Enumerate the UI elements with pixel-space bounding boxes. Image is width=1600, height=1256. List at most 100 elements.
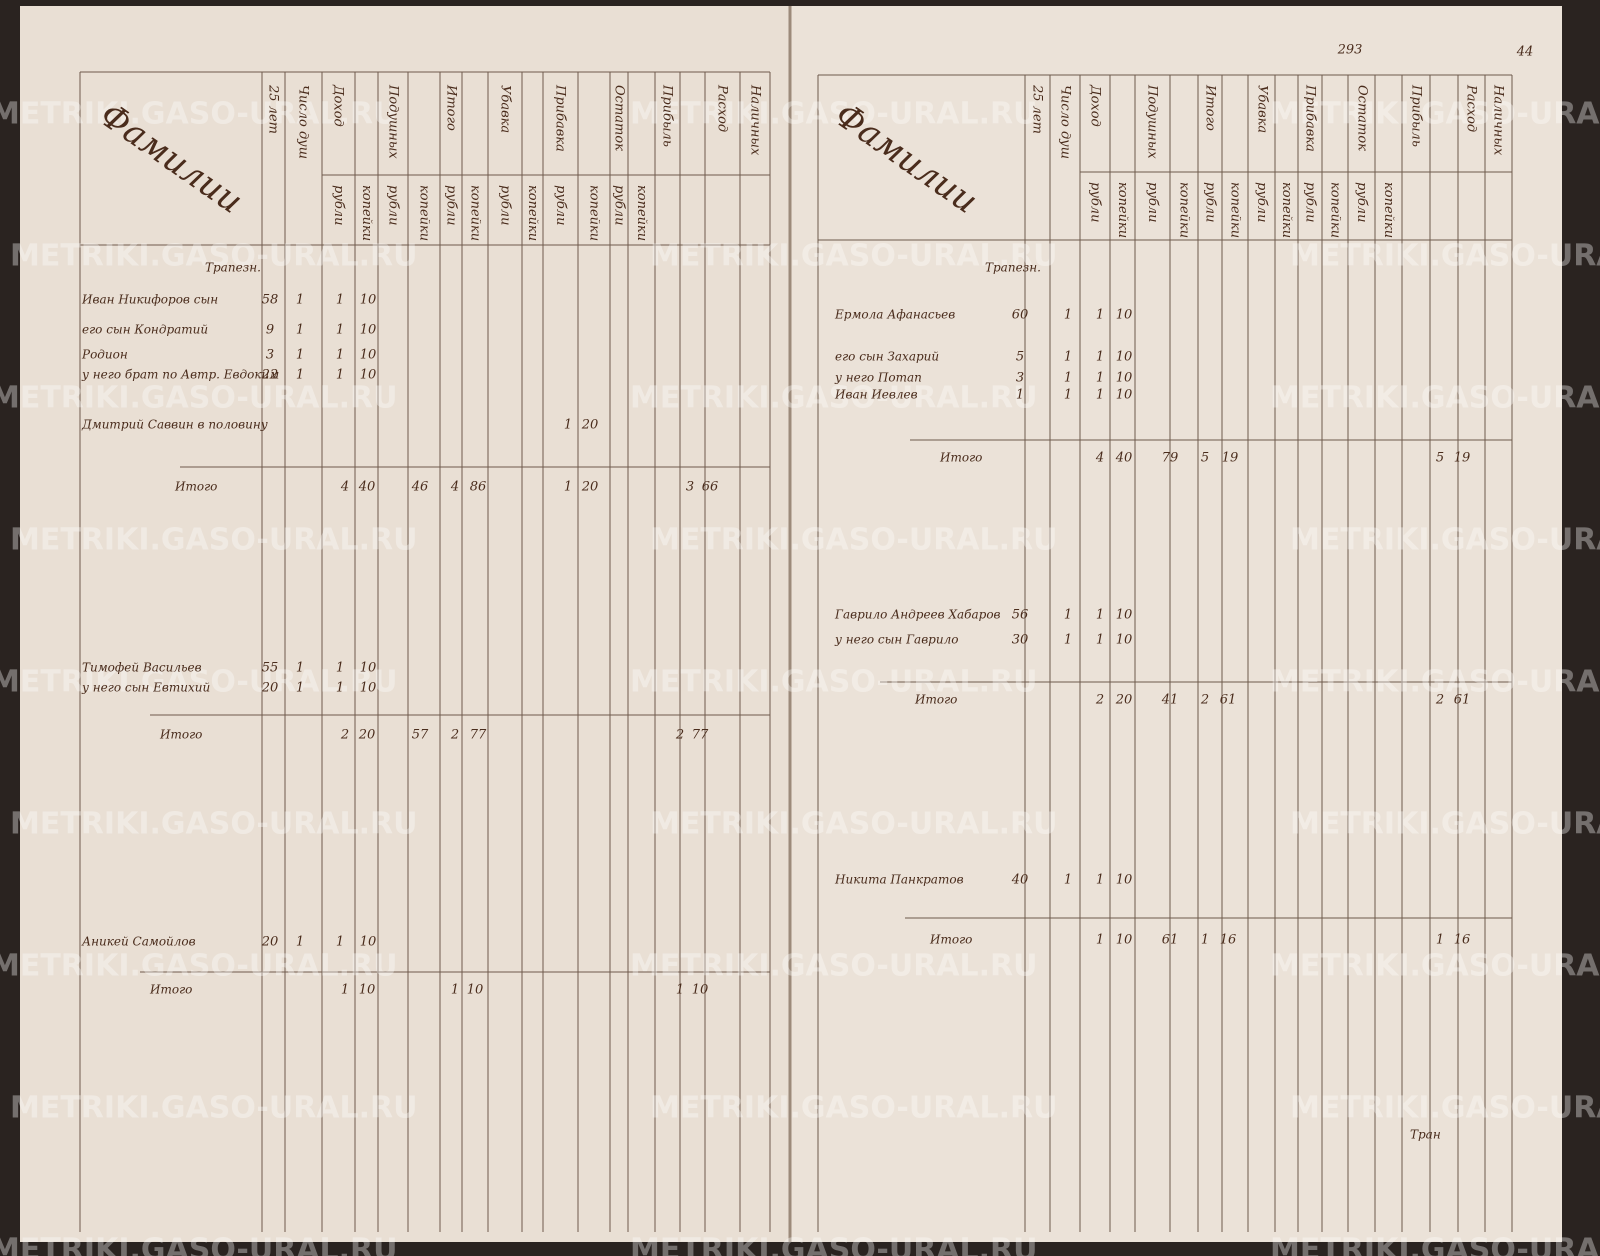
entry-name: Иван Иевлев	[834, 388, 918, 402]
column-header: Прибыль	[1409, 84, 1424, 147]
watermark: METRIKI.GASO-URAL.RU	[10, 239, 418, 274]
total-cell: 10	[359, 983, 376, 998]
entry-cell: 1	[336, 368, 344, 383]
group-label: Трапезн.	[205, 261, 261, 275]
watermark: METRIKI.GASO-URAL.RU	[1270, 665, 1600, 700]
entry-cell: 58	[262, 293, 279, 308]
entry-name: его сын Кондратий	[82, 323, 208, 337]
entry-name: Дмитрий Саввин в половину	[81, 418, 268, 432]
entry-cell: 9	[266, 323, 274, 338]
entry-cell: 1	[296, 323, 304, 338]
column-header: Подушных	[1145, 84, 1160, 159]
total-cell: 1	[341, 983, 349, 998]
total-cell: 16	[1454, 933, 1471, 948]
total-cell: 10	[467, 983, 484, 998]
watermark: METRIKI.GASO-URAL.RU	[650, 1091, 1058, 1126]
entry-name: Тимофей Васильев	[82, 661, 202, 675]
total-cell: 61	[1454, 693, 1471, 708]
entry-cell: 10	[360, 661, 377, 676]
entry-cell: 1	[296, 348, 304, 363]
column-header: Остаток	[612, 85, 627, 151]
column-header: Доход	[331, 84, 346, 127]
total-cell: 2	[1095, 693, 1104, 708]
total-cell: 20	[1115, 693, 1133, 708]
column-header: Число душ	[296, 85, 311, 159]
column-header: Прибыль	[660, 84, 675, 147]
entry-name: Аникей Самойлов	[81, 935, 196, 949]
total-cell: 3	[686, 480, 694, 495]
entry-cell: 1	[1016, 388, 1024, 403]
entry-cell: 1	[1064, 873, 1072, 888]
total-cell: 10	[1116, 933, 1133, 948]
total-cell: 40	[1115, 451, 1133, 466]
total-cell: 2	[1435, 693, 1444, 708]
entry-cell: 1	[296, 661, 304, 676]
total-label: Итого	[929, 933, 972, 947]
entry-cell: 1	[1064, 371, 1072, 386]
watermark: METRIKI.GASO-URAL.RU	[1290, 807, 1600, 842]
watermark: METRIKI.GASO-URAL.RU	[1270, 1233, 1600, 1256]
page-number: 293	[1337, 43, 1363, 58]
column-header: Число душ	[1058, 85, 1073, 159]
watermark: METRIKI.GASO-URAL.RU	[630, 665, 1038, 700]
column-header: Расход	[715, 84, 730, 132]
entry-cell: 1	[1064, 608, 1072, 623]
watermark: METRIKI.GASO-URAL.RU	[0, 949, 398, 984]
watermark: METRIKI.GASO-URAL.RU	[630, 949, 1038, 984]
watermark: METRIKI.GASO-URAL.RU	[1270, 97, 1600, 132]
entry-name: Ермола Афанасьев	[834, 308, 955, 322]
column-header: 25 лет	[1030, 84, 1045, 134]
entry-cell: 1	[1064, 388, 1072, 403]
total-cell: 66	[702, 480, 719, 495]
column-header: Расход	[1464, 84, 1479, 132]
total-cell: 4	[1095, 451, 1104, 466]
total-cell: 2	[675, 728, 684, 743]
total-label: Итого	[939, 451, 982, 465]
watermark: METRIKI.GASO-URAL.RU	[1290, 239, 1600, 274]
entry-cell: 3	[266, 348, 274, 363]
total-cell: 1	[451, 983, 459, 998]
column-header: Доход	[1088, 84, 1103, 127]
total-cell: 46	[411, 480, 429, 495]
column-header: Остаток	[1355, 85, 1370, 151]
entry-cell: 1	[336, 681, 344, 696]
entry-cell: 1	[336, 935, 344, 950]
sub-header: копейки	[1328, 182, 1343, 238]
watermark: METRIKI.GASO-URAL.RU	[1270, 381, 1600, 416]
entry-cell: 1	[336, 293, 344, 308]
total-cell: 20	[358, 728, 376, 743]
sub-header: рубли	[386, 185, 401, 225]
sub-header: копейки	[1228, 182, 1243, 238]
entry-name: Гаврило Андреев Хабаров	[834, 608, 1001, 622]
entry-cell: 30	[1012, 633, 1029, 648]
column-header: Убавка	[1255, 85, 1270, 133]
total-cell: 10	[692, 983, 709, 998]
watermark: METRIKI.GASO-URAL.RU	[1290, 523, 1600, 558]
page-number: 44	[1516, 45, 1534, 60]
total-label: Итого	[174, 480, 217, 494]
entry-cell: 10	[360, 323, 377, 338]
watermark: METRIKI.GASO-URAL.RU	[1290, 1091, 1600, 1126]
total-cell: 1	[1436, 933, 1444, 948]
entry-cell: 20	[581, 418, 599, 433]
sub-header: рубли	[1203, 182, 1218, 222]
total-cell: 77	[692, 728, 709, 743]
entry-cell: 10	[1116, 388, 1133, 403]
total-cell: 40	[358, 480, 376, 495]
column-header: Итого	[1203, 84, 1218, 131]
left-sheet	[20, 6, 790, 1242]
total-cell: 2	[450, 728, 459, 743]
entry-name: у него сын Гаврило	[834, 633, 958, 647]
entry-cell: 1	[296, 935, 304, 950]
entry-cell: 1	[296, 368, 304, 383]
entry-cell: 1	[1096, 350, 1104, 365]
watermark: METRIKI.GASO-URAL.RU	[650, 523, 1058, 558]
entry-name: у него сын Евтихий	[81, 681, 210, 695]
entry-cell: 10	[1116, 608, 1133, 623]
entry-cell: 10	[1116, 873, 1133, 888]
total-cell: 19	[1222, 451, 1239, 466]
watermark: METRIKI.GASO-URAL.RU	[650, 239, 1058, 274]
entry-name: Родион	[81, 348, 128, 362]
entry-cell: 10	[1116, 350, 1133, 365]
watermark: METRIKI.GASO-URAL.RU	[10, 807, 418, 842]
